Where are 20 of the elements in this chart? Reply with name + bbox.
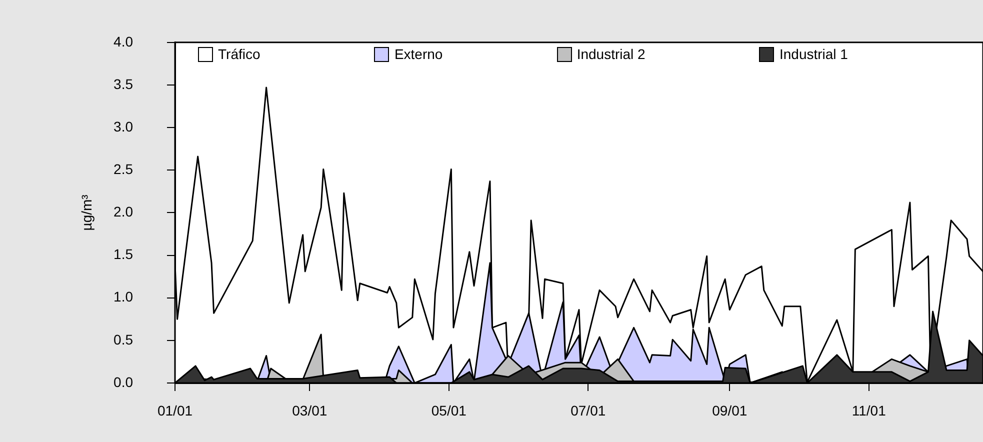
x-tick-label: 05/01 (431, 402, 467, 418)
legend-label: Industrial 1 (779, 46, 848, 62)
x-tick-label: 11/01 (852, 402, 886, 418)
y-tick-label: 0.0 (114, 374, 134, 390)
x-tick-label: 07/01 (570, 402, 606, 418)
y-tick-label: 1.0 (114, 288, 134, 305)
y-tick-label: 3.5 (114, 76, 134, 92)
y-tick-label: 4.0 (114, 33, 134, 50)
y-axis-title: µg/m³ (78, 194, 94, 231)
x-tick-label: 01/01 (157, 402, 193, 418)
legend-label: Industrial 2 (576, 46, 646, 62)
y-tick-label: 3.0 (114, 118, 134, 134)
x-tick-label: 03/01 (292, 402, 328, 418)
legend-label: Tráfico (218, 46, 260, 62)
y-tick-label: 1.5 (114, 246, 134, 262)
legend-label: Externo (394, 46, 443, 62)
y-tick-label: 2.5 (114, 160, 134, 177)
y-tick-label: 0.5 (114, 331, 134, 348)
x-tick-label: 09/01 (712, 402, 748, 418)
y-tick-label: 2.0 (114, 204, 134, 220)
